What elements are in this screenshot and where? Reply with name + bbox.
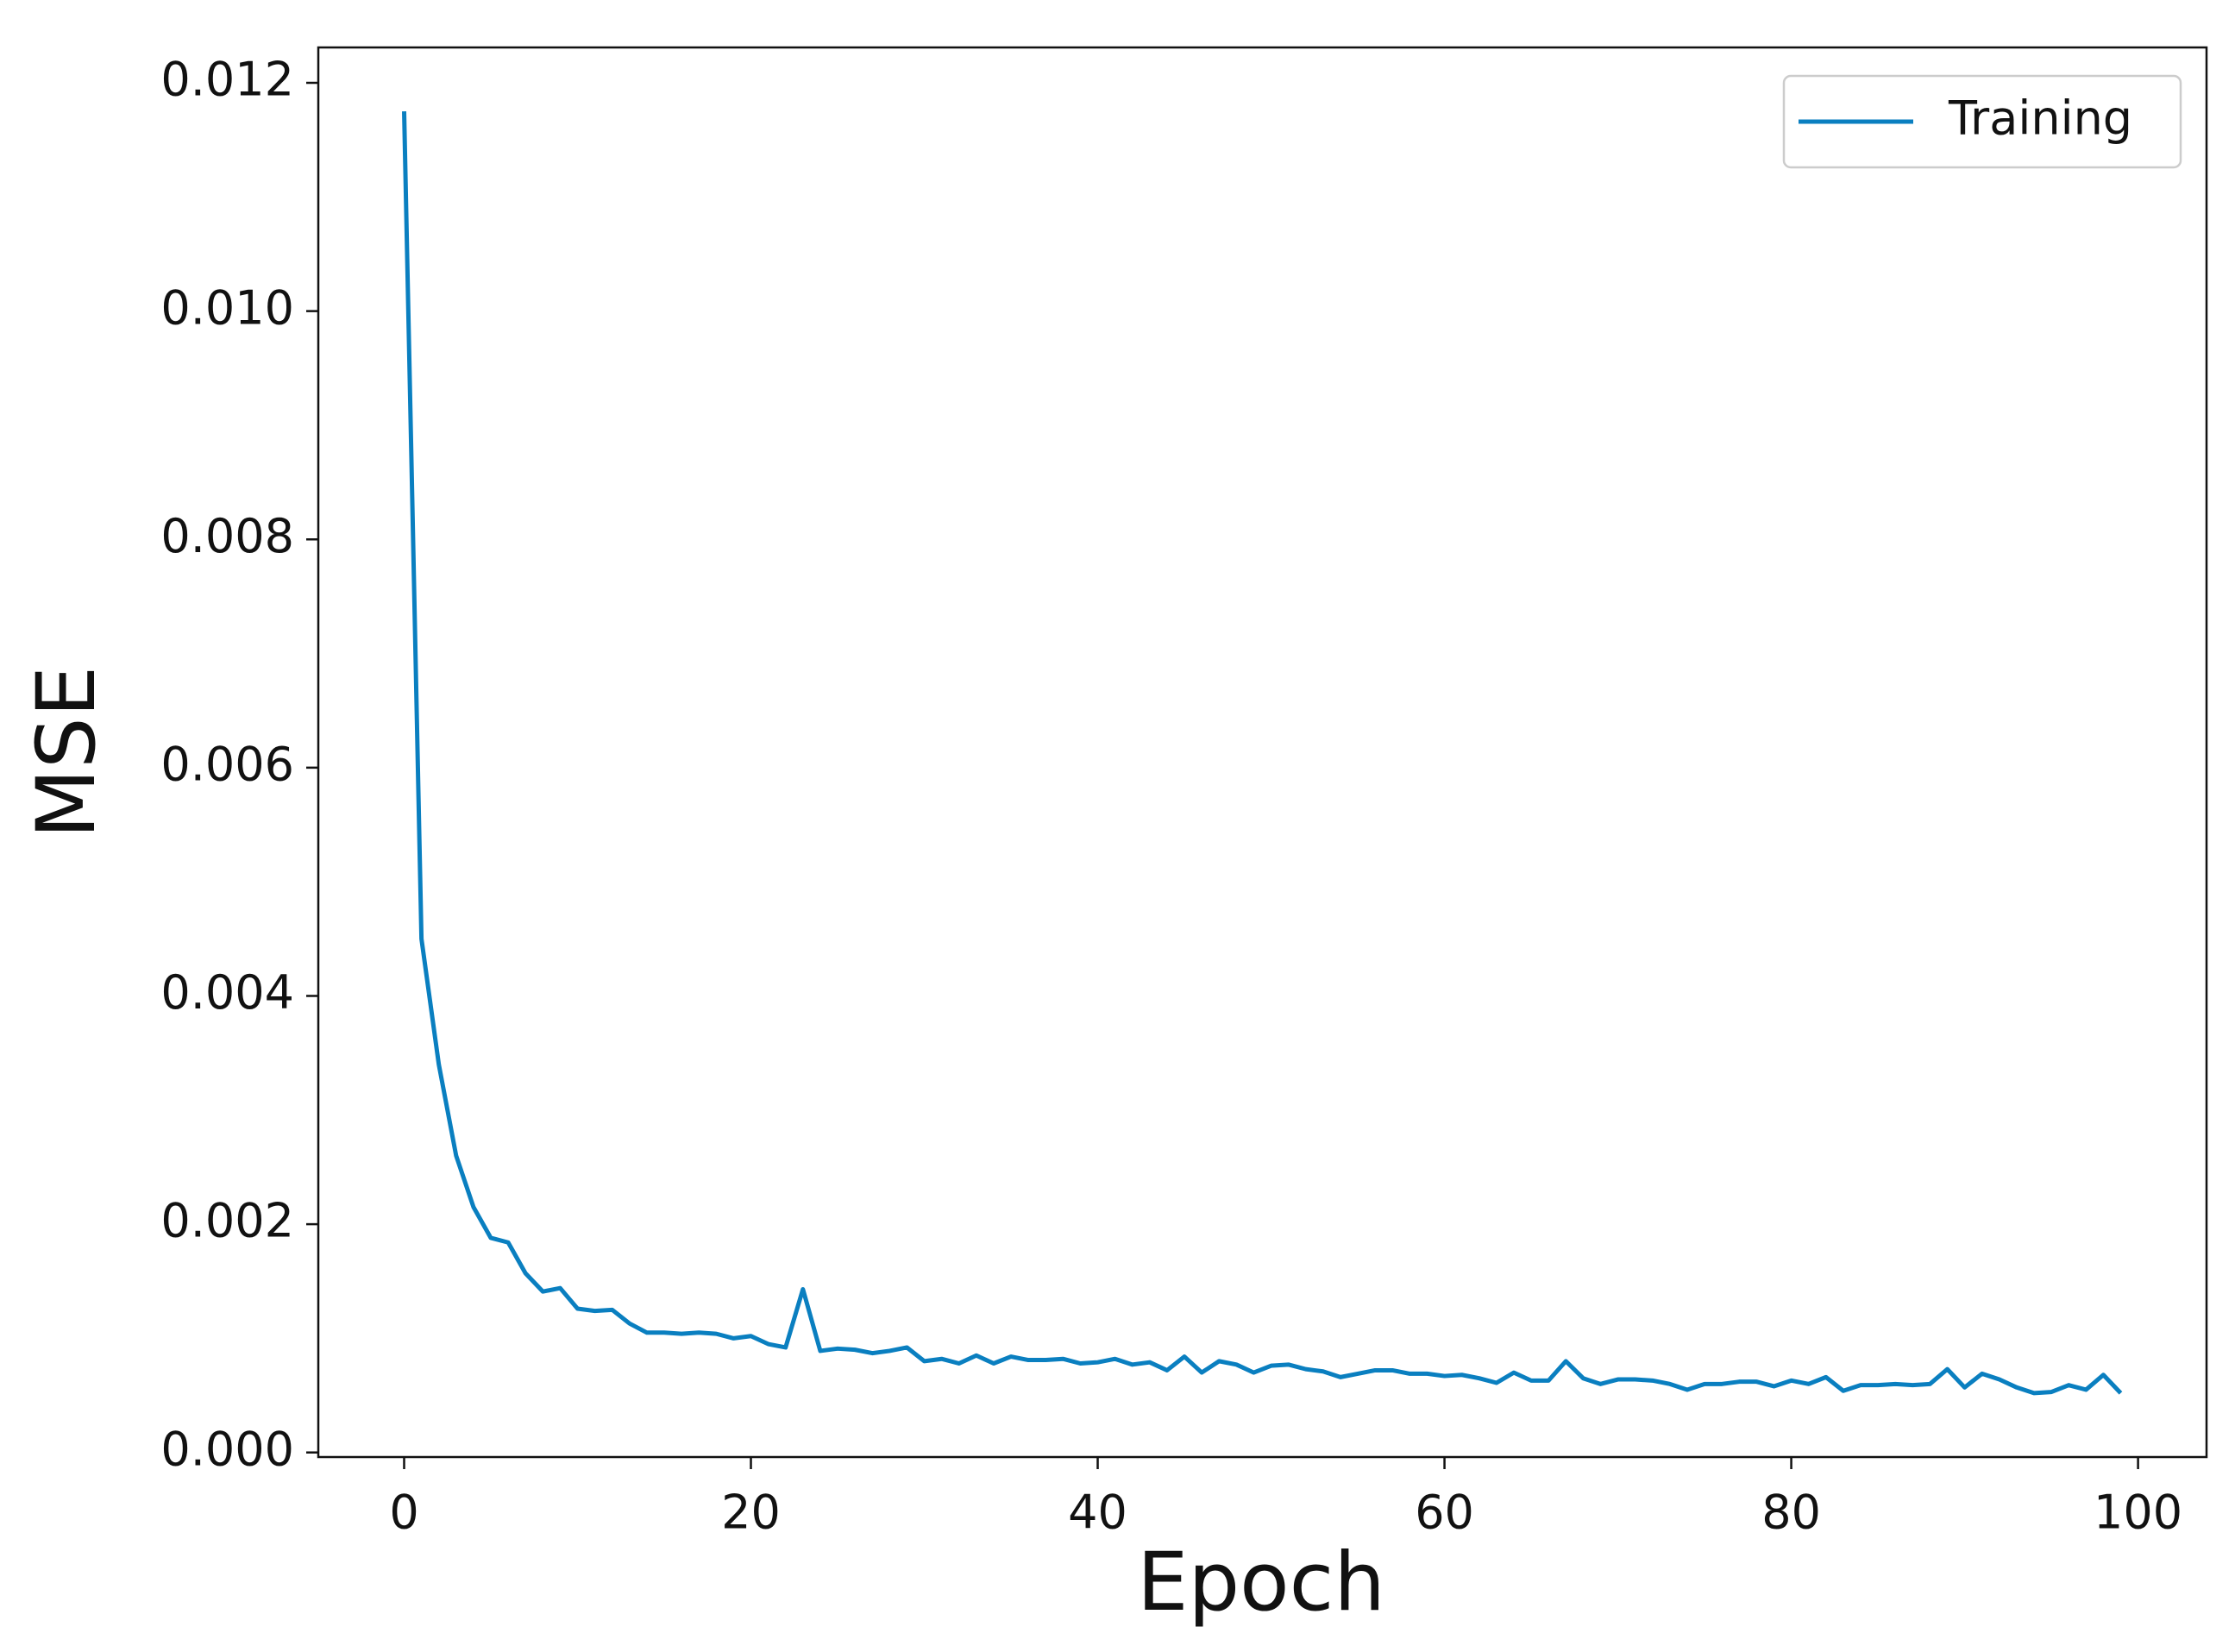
y-tick-label: 0.004 [160,965,294,1020]
x-tick-label: 20 [721,1486,781,1540]
x-tick-label: 100 [2094,1486,2182,1540]
y-tick-label: 0.006 [160,738,294,792]
x-axis-label: Epoch [1137,1536,1385,1630]
legend-box [1782,74,2182,169]
x-tick-label: 40 [1068,1486,1127,1540]
y-axis-label: MSE [20,666,114,839]
plot-frame [317,46,2208,1459]
x-tick-label: 0 [389,1486,418,1540]
y-tick-label: 0.002 [160,1194,294,1248]
line [402,111,2123,1396]
y-tick-label: 0.008 [160,509,294,563]
x-tick-label: 60 [1415,1486,1474,1540]
legend-label: Training [1948,91,2132,146]
y-tick-label: 0.010 [160,280,294,335]
y-tick-label: 0.012 [160,53,294,107]
x-tick-label: 80 [1761,1486,1821,1540]
y-tick-label: 0.000 [160,1422,294,1476]
